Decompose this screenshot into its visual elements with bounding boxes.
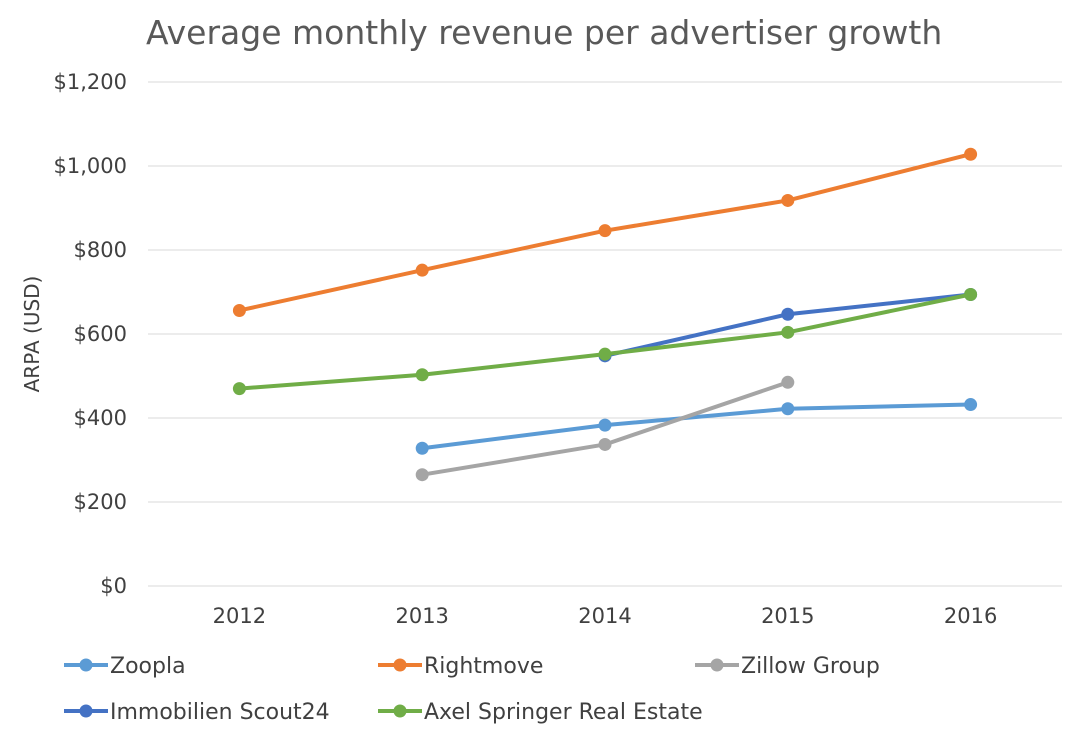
y-tick-label: $200 xyxy=(74,490,127,514)
data-point xyxy=(781,193,795,207)
series-rightmove xyxy=(232,147,978,317)
y-tick-label: $0 xyxy=(100,574,127,598)
series-line xyxy=(420,402,973,451)
series-line xyxy=(237,292,973,391)
data-point xyxy=(598,437,612,451)
x-tick-label: 2013 xyxy=(395,604,448,628)
data-point xyxy=(415,468,429,482)
legend-marker xyxy=(393,704,407,718)
legend-marker xyxy=(710,658,724,672)
data-point xyxy=(781,307,795,321)
data-point xyxy=(415,368,429,382)
y-tick-label: $1,000 xyxy=(54,154,127,178)
data-point xyxy=(781,402,795,416)
data-point xyxy=(598,224,612,238)
data-point xyxy=(964,147,978,161)
x-axis-ticks: 2012 2013 2014 2015 2016 xyxy=(213,604,998,628)
legend-label: Immobilien Scout24 xyxy=(110,700,330,725)
x-tick-label: 2012 xyxy=(213,604,266,628)
series-zoopla xyxy=(415,398,978,455)
legend-item: Zillow Group xyxy=(695,654,880,679)
legend-item: Rightmove xyxy=(378,654,543,679)
y-tick-label: $800 xyxy=(74,238,127,262)
legend-item: Zoopla xyxy=(64,654,186,679)
legend-label: Axel Springer Real Estate xyxy=(424,700,703,725)
data-point xyxy=(232,382,246,396)
data-point xyxy=(781,325,795,339)
legend-marker xyxy=(393,658,407,672)
series-layer xyxy=(232,147,978,482)
x-tick-label: 2015 xyxy=(761,604,814,628)
data-point xyxy=(598,347,612,361)
data-point xyxy=(415,263,429,277)
legend-label: Rightmove xyxy=(424,654,543,679)
legend-item: Axel Springer Real Estate xyxy=(378,700,703,725)
x-tick-label: 2014 xyxy=(578,604,631,628)
legend-label: Zoopla xyxy=(110,654,186,679)
series-axel-springer-real-estate xyxy=(232,288,978,396)
data-point xyxy=(964,398,978,412)
legend-item: Immobilien Scout24 xyxy=(64,700,330,725)
data-point xyxy=(232,303,246,317)
y-tick-label: $400 xyxy=(74,406,127,430)
data-point xyxy=(598,418,612,432)
legend-marker xyxy=(79,704,93,718)
data-point xyxy=(415,441,429,455)
y-axis-ticks: $0 $200 $400 $600 $800 $1,000 $1,200 xyxy=(54,70,127,598)
legend-label: Zillow Group xyxy=(741,654,880,679)
series-immobilien-scout24 xyxy=(598,288,978,363)
legend: Zoopla Rightmove Zillow Group Immobilien Sc… xyxy=(64,654,880,725)
x-tick-label: 2016 xyxy=(944,604,997,628)
data-point xyxy=(964,288,978,302)
data-point xyxy=(781,375,795,389)
y-axis-title: ARPA (USD) xyxy=(20,276,44,393)
chart-title: Average monthly revenue per advertiser g… xyxy=(146,13,942,52)
legend-marker xyxy=(79,658,93,672)
y-tick-label: $600 xyxy=(74,322,127,346)
y-tick-label: $1,200 xyxy=(54,70,127,94)
gridlines xyxy=(148,81,1062,587)
series-zillow-group xyxy=(415,375,795,482)
